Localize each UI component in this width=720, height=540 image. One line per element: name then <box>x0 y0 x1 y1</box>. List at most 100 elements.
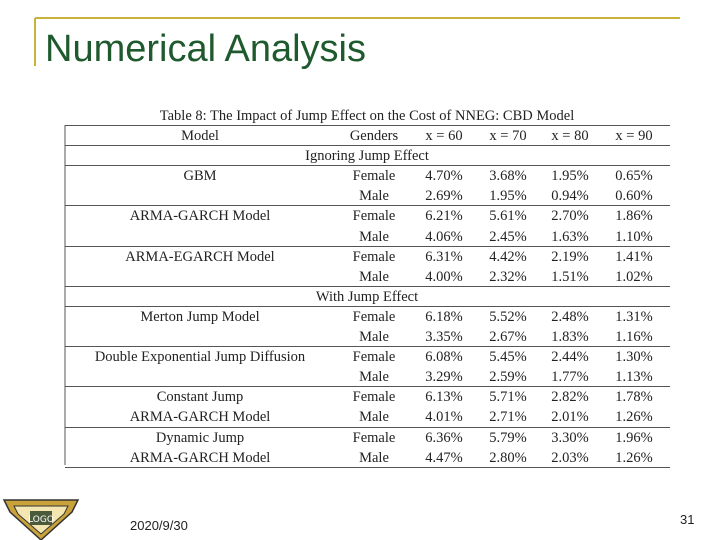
value-cell: 0.94% <box>551 188 589 205</box>
table-caption: Table 8: The Impact of Jump Effect on th… <box>159 108 575 124</box>
value-cell: 4.47% <box>425 449 463 466</box>
gender-cell: Female <box>352 168 396 185</box>
rule-line <box>65 285 670 287</box>
value-cell: 5.61% <box>489 208 527 225</box>
value-cell: 6.13% <box>425 389 463 406</box>
value-cell: 5.52% <box>489 308 527 325</box>
rule-line <box>65 125 670 126</box>
model-cell: ARMA-EGARCH Model <box>125 248 275 265</box>
value-cell: 1.83% <box>551 329 589 345</box>
gender-cell: Male <box>359 449 389 466</box>
value-cell: 1.26% <box>615 409 653 426</box>
value-cell: 2.59% <box>489 369 527 386</box>
value-cell: 0.60% <box>615 188 653 205</box>
value-cell: 1.63% <box>551 228 589 245</box>
gender-cell: Female <box>352 248 396 265</box>
value-cell: 5.79% <box>489 429 527 446</box>
rule-line <box>65 386 670 388</box>
rule-line <box>65 426 670 428</box>
value-cell: 3.29% <box>425 369 463 386</box>
value-cell: 2.32% <box>489 268 527 285</box>
value-cell: 2.80% <box>489 449 527 466</box>
model-cell: ARMA-GARCH Model <box>129 208 271 225</box>
value-cell: 6.31% <box>425 248 463 265</box>
value-cell: 4.06% <box>425 228 463 245</box>
model-cell: ARMA-GARCH Model <box>129 449 271 466</box>
model-cell: Constant Jump <box>156 389 244 406</box>
value-cell: 5.45% <box>489 349 527 366</box>
section-label: Ignoring Jump Effect <box>305 148 429 165</box>
slide-title: Numerical Analysis <box>45 28 366 70</box>
value-cell: 1.51% <box>551 268 589 285</box>
rule-line <box>65 305 670 307</box>
value-cell: 5.71% <box>489 389 527 406</box>
rule-line <box>65 165 670 167</box>
column-header: x = 90 <box>615 128 653 144</box>
value-cell: 1.96% <box>615 429 653 446</box>
column-header: Model <box>181 128 219 144</box>
value-cell: 1.26% <box>615 449 653 466</box>
column-header: x = 60 <box>425 128 463 144</box>
value-cell: 2.48% <box>551 308 589 325</box>
logo: LOGO <box>2 499 80 540</box>
rule-line <box>65 145 670 147</box>
value-cell: 1.10% <box>615 228 653 245</box>
model-cell: Merton Jump Model <box>140 308 260 325</box>
value-cell: 3.35% <box>425 329 463 345</box>
value-cell: 1.78% <box>615 389 653 406</box>
value-cell: 1.77% <box>551 369 589 386</box>
value-cell: 4.42% <box>489 248 527 265</box>
value-cell: 1.95% <box>489 188 527 205</box>
gender-cell: Female <box>352 349 396 366</box>
value-cell: 1.02% <box>615 268 653 285</box>
value-cell: 2.45% <box>489 228 527 245</box>
value-cell: 6.18% <box>425 308 463 325</box>
value-cell: 2.67% <box>489 329 527 345</box>
value-cell: 6.08% <box>425 349 463 366</box>
gender-cell: Male <box>359 268 389 285</box>
value-cell: 2.03% <box>551 449 589 466</box>
model-cell: GBM <box>183 168 217 185</box>
rule-line <box>65 205 670 207</box>
model-cell: Double Exponential Jump Diffusion <box>94 349 306 366</box>
gender-cell: Female <box>352 429 396 446</box>
value-cell: 1.31% <box>615 308 653 325</box>
model-cell: ARMA-GARCH Model <box>129 409 271 426</box>
rule-line <box>65 346 670 348</box>
value-cell: 2.71% <box>489 409 527 426</box>
page-number: 31 <box>680 512 695 527</box>
value-cell: 1.16% <box>615 329 653 345</box>
gender-cell: Male <box>359 409 389 426</box>
gender-cell: Male <box>359 329 389 345</box>
rule-line <box>65 245 670 247</box>
value-cell: 3.30% <box>551 429 589 446</box>
gender-cell: Male <box>359 188 389 205</box>
gender-cell: Male <box>359 369 389 386</box>
value-cell: 3.68% <box>489 168 527 185</box>
section-label: With Jump Effect <box>315 288 419 305</box>
value-cell: 1.30% <box>615 349 653 366</box>
value-cell: 2.44% <box>551 349 589 366</box>
value-cell: 6.21% <box>425 208 463 225</box>
value-cell: 4.70% <box>425 168 463 185</box>
value-cell: 2.82% <box>551 389 589 406</box>
column-header: x = 70 <box>489 128 527 144</box>
rule-line <box>65 466 670 468</box>
value-cell: 1.95% <box>551 168 589 185</box>
model-cell: Dynamic Jump <box>155 429 245 446</box>
value-cell: 2.19% <box>551 248 589 265</box>
value-cell: 2.70% <box>551 208 589 225</box>
gender-cell: Male <box>359 228 389 245</box>
svg-text:LOGO: LOGO <box>28 515 54 525</box>
value-cell: 6.36% <box>425 429 463 446</box>
value-cell: 4.00% <box>425 268 463 285</box>
gender-cell: Female <box>352 308 396 325</box>
value-cell: 0.65% <box>615 168 653 185</box>
column-header: x = 80 <box>551 128 589 144</box>
value-cell: 2.01% <box>551 409 589 426</box>
gender-cell: Female <box>352 389 396 406</box>
column-header: Genders <box>349 128 399 144</box>
value-cell: 2.69% <box>425 188 463 205</box>
